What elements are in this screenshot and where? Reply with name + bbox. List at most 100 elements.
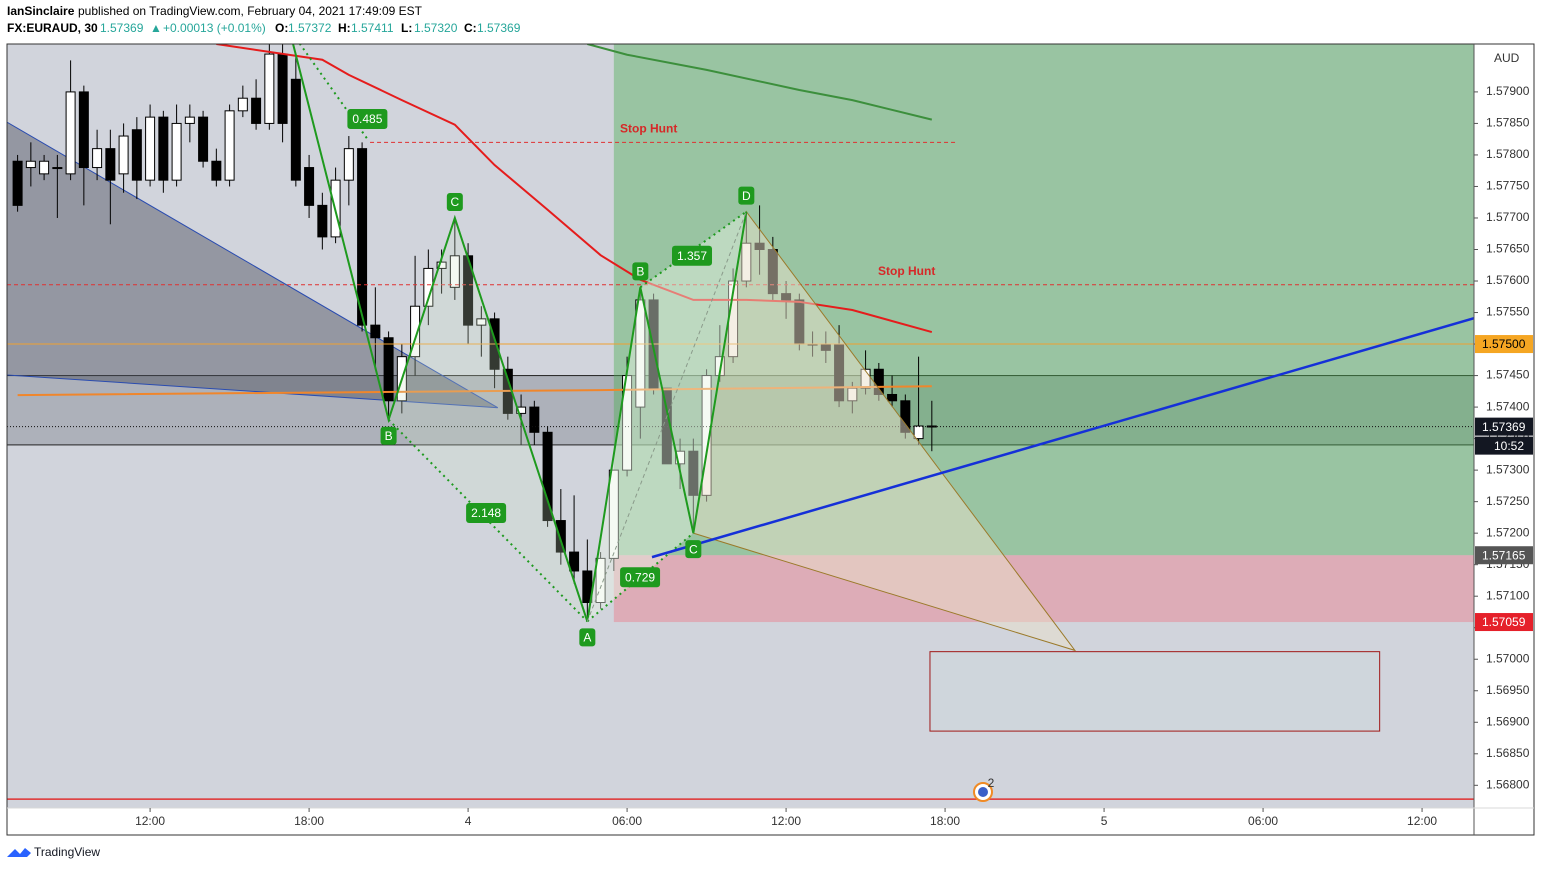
candle-body — [92, 148, 103, 169]
x-tick-label: 18:00 — [930, 814, 960, 828]
candle-body — [25, 160, 36, 169]
point-label: A — [583, 631, 591, 645]
up-arrow: ▲ — [150, 21, 162, 35]
candle-body — [264, 53, 275, 124]
y-tick-label: 1.57800 — [1486, 147, 1530, 161]
y-tick-label: 1.57200 — [1486, 525, 1530, 539]
candle-body — [184, 116, 195, 124]
y-tick-label: 1.56900 — [1486, 714, 1530, 728]
ratio-label: 0.729 — [625, 570, 655, 584]
point-label-box — [579, 628, 596, 647]
ratio-line — [298, 44, 369, 140]
candle-body — [688, 450, 699, 496]
candle-body — [65, 91, 76, 175]
ratio-label: 1.357 — [677, 249, 707, 263]
y-tick-label: 1.57400 — [1486, 399, 1530, 413]
ohlc-value: 1.57320 — [414, 21, 458, 35]
price-box — [1475, 613, 1533, 632]
candle-body — [410, 305, 421, 358]
point-label-box — [738, 186, 755, 205]
pattern-fill-left — [388, 217, 588, 622]
candle-body — [887, 393, 898, 402]
candle-body — [237, 97, 248, 112]
plot: Stop Hunt Stop Hunt B C A B C D 0.485 2.148 0.729 1… — [7, 44, 1474, 808]
frame — [6, 43, 1535, 836]
candle-body — [12, 160, 23, 206]
price-box — [1475, 335, 1533, 354]
candle-body — [78, 91, 89, 169]
x-tick-label: 12:00 — [771, 814, 801, 828]
published-text: published on TradingView.com, February 0… — [78, 4, 423, 18]
ratio-box — [347, 109, 388, 130]
stop-hunt-label: Stop Hunt — [878, 264, 935, 278]
x-tick-label: 06:00 — [1248, 814, 1278, 828]
candle-body — [304, 167, 315, 206]
candle-body — [52, 167, 63, 170]
candle-body — [290, 78, 301, 181]
candle-body — [661, 387, 672, 465]
price-box-label: 1.57500 — [1482, 337, 1526, 351]
candle-body — [529, 406, 540, 433]
candle-body — [343, 148, 354, 181]
last-price: 1.57369 — [100, 21, 144, 35]
countdown-box — [1475, 436, 1533, 455]
ratio-line — [639, 210, 747, 289]
candle-body — [105, 148, 116, 181]
ratio-line — [387, 418, 589, 623]
point-label: B — [385, 429, 393, 443]
point-label: C — [689, 542, 698, 556]
trendline — [651, 317, 1474, 559]
ohlc-label: O: — [275, 21, 288, 35]
candle-body — [913, 425, 924, 440]
point-label-box — [685, 540, 702, 559]
y-tick-label: 1.57650 — [1486, 242, 1530, 256]
candle-body — [277, 53, 288, 124]
ohlc-value: 1.57411 — [351, 21, 394, 35]
y-tick-label: 1.56850 — [1486, 746, 1530, 760]
candle-body — [569, 551, 580, 572]
point-label: C — [451, 195, 460, 209]
candle-body — [516, 406, 527, 414]
y-tick-label: 1.57750 — [1486, 179, 1530, 193]
stop-hunt-label: Stop Hunt — [620, 122, 677, 136]
candle-body — [476, 318, 487, 326]
candle-body — [436, 261, 447, 269]
x-tick-label: 12:00 — [1407, 814, 1437, 828]
ratio-label: 2.148 — [471, 506, 501, 520]
y-tick-label: 1.57000 — [1486, 651, 1530, 665]
candle-body — [198, 116, 209, 162]
pattern-fill — [640, 211, 747, 534]
ratio-box — [620, 567, 661, 588]
x-tick-label: 18:00 — [294, 814, 324, 828]
y-tick-label: 1.57550 — [1486, 305, 1530, 319]
candle-body — [145, 116, 156, 181]
y-tick-label: 1.57900 — [1486, 84, 1530, 98]
x-tick-label: 5 — [1101, 814, 1108, 828]
candle-body — [449, 255, 460, 288]
x-tick-label: 06:00 — [612, 814, 642, 828]
y-tick-label: 1.56800 — [1486, 777, 1530, 791]
pattern-fill — [587, 287, 694, 622]
point-label-box — [632, 262, 649, 281]
change: +0.00013 (+0.01%) — [163, 21, 266, 35]
x-tick-label: 4 — [465, 814, 472, 828]
tv-logo — [7, 848, 31, 857]
event-count: 2 — [988, 776, 995, 790]
candle-body — [675, 450, 686, 465]
price-box-label: 1.57165 — [1482, 548, 1526, 562]
y-tick-label: 1.57100 — [1486, 588, 1530, 602]
candle-body — [158, 116, 169, 181]
price-box-label: 1.57059 — [1482, 615, 1526, 629]
ohlc-label: H: — [338, 21, 351, 35]
target-box — [929, 651, 1381, 732]
ohlc-label: L: — [401, 21, 412, 35]
countdown: 10:52 — [1494, 439, 1524, 453]
ohlc-label: C: — [464, 21, 477, 35]
candle-body — [211, 160, 222, 181]
candle-body — [635, 299, 646, 408]
point-label-box — [446, 192, 463, 211]
publisher: IanSinclaire — [7, 4, 75, 18]
candle-body — [555, 520, 566, 553]
y-tick-label: 1.57600 — [1486, 273, 1530, 287]
